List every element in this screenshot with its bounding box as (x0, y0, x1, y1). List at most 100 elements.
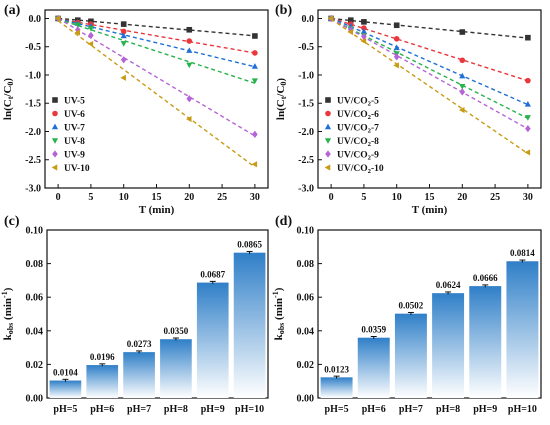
data-point (186, 26, 193, 33)
x-tick-label: pH=9 (473, 404, 497, 415)
legend-marker (325, 150, 331, 158)
legend-label: UV-7 (64, 124, 85, 134)
x-tick-label: 25 (490, 192, 500, 203)
x-tick-label: pH=6 (90, 404, 114, 415)
x-tick-label: pH=7 (399, 404, 423, 415)
data-point (74, 29, 81, 36)
y-tick-label: -2.0 (25, 127, 41, 138)
data-point (360, 28, 367, 34)
legend-label: UV-10 (64, 164, 90, 174)
fit-line (57, 18, 256, 68)
data-point (459, 84, 466, 90)
fit-line (331, 17, 528, 39)
data-point (525, 77, 531, 84)
bar (123, 352, 155, 398)
legend-marker (324, 138, 332, 144)
y-axis-title: kobs (min-1) (0, 287, 15, 340)
y-tick-label: 0.0 (302, 14, 315, 25)
x-tick-label: pH=10 (235, 404, 264, 415)
y-tick-label: -2.5 (25, 155, 41, 166)
bar-value-label: 0.0666 (473, 273, 498, 283)
y-tick-label: -0.5 (25, 42, 41, 53)
x-tick-label: pH=8 (436, 404, 460, 415)
legend-label: UV/CO2-5 (337, 97, 379, 108)
bar-value-label: 0.0196 (90, 352, 115, 362)
data-point (393, 22, 400, 29)
data-point (87, 40, 94, 47)
y-tick-label: 0.10 (297, 226, 315, 237)
y-tick-label: -1.0 (298, 70, 314, 81)
data-point (361, 25, 367, 31)
legend-marker (51, 123, 59, 130)
panel-4: (d) 0.00 0.02 0.04 0.06 0.08 0.10 kobs (min-1) 0… (271, 214, 542, 415)
bar (49, 380, 82, 398)
bar-value-label: 0.0359 (361, 325, 386, 335)
data-point (393, 53, 400, 61)
data-point (120, 28, 127, 35)
x-tick-label: 5 (88, 192, 93, 203)
legend-marker (52, 110, 58, 117)
x-tick-label: 20 (457, 192, 467, 203)
bar (160, 339, 192, 398)
data-point (186, 95, 193, 103)
y-tick-label: 0.06 (26, 293, 44, 304)
bar (233, 252, 266, 398)
x-tick-label: pH=10 (508, 404, 537, 415)
data-point (186, 47, 193, 53)
bar (196, 282, 229, 398)
fit-line (330, 17, 529, 106)
legend-label: UV-5 (64, 97, 85, 107)
data-point (186, 62, 193, 69)
x-tick-label: 10 (119, 192, 129, 203)
data-point (393, 62, 399, 69)
x-tick-label: 30 (250, 192, 260, 203)
x-tick-label: pH=5 (53, 404, 77, 415)
legend-label: UV/CO2-10 (337, 164, 384, 175)
y-tick-label: -1.0 (25, 70, 41, 81)
data-point (525, 34, 531, 41)
plot-frame (317, 229, 542, 399)
data-point (459, 72, 466, 79)
bar-value-label: 0.0814 (510, 248, 535, 258)
x-axis-title: T (min) (412, 204, 448, 216)
x-tick-label: pH=9 (201, 404, 225, 415)
bar-value-label: 0.0273 (127, 339, 152, 349)
y-axis-title: ln(Ct/C0) (275, 78, 288, 120)
x-tick-label: pH=6 (362, 404, 386, 415)
fit-line (57, 18, 256, 84)
data-point (252, 50, 258, 56)
fit-line (57, 20, 256, 168)
panel-label: (b) (275, 3, 292, 18)
y-tick-label: 0.00 (26, 394, 44, 405)
panel-label: (d) (275, 214, 292, 229)
bar-value-label: 0.0502 (399, 301, 424, 311)
data-point (251, 161, 258, 168)
panel-label: (c) (4, 214, 20, 229)
y-tick-label: 0.0 (29, 14, 42, 25)
bar (86, 365, 119, 398)
bar-value-label: 0.0104 (53, 368, 78, 378)
data-point (120, 74, 126, 81)
legend-marker (324, 123, 332, 130)
data-point (54, 15, 61, 22)
panel-2: (b) 0 5 10 15 20 25 30 0.0 -0.5 -1.0 -1.5 -2.0 -2.5 -3… (275, 3, 542, 216)
x-tick-label: 0 (56, 192, 61, 203)
y-tick-label: 0.02 (26, 360, 44, 371)
y-tick-label: -3.0 (298, 184, 314, 195)
data-point (347, 17, 354, 23)
x-tick-label: 25 (217, 192, 227, 203)
data-point (361, 32, 367, 41)
bar-value-label: 0.0350 (164, 326, 189, 336)
legend-label: UV-9 (64, 151, 85, 161)
legend-label: UV/CO2-9 (337, 151, 379, 162)
data-point (74, 22, 81, 29)
data-point (393, 36, 400, 42)
x-tick-label: 20 (184, 192, 194, 203)
fit-line (330, 18, 529, 155)
y-tick-label: 0.04 (26, 326, 44, 337)
y-tick-label: 0.08 (26, 259, 44, 270)
y-axis-title: kobs (min-1) (271, 287, 286, 340)
x-tick-label: pH=8 (164, 404, 188, 415)
data-point (120, 21, 127, 27)
